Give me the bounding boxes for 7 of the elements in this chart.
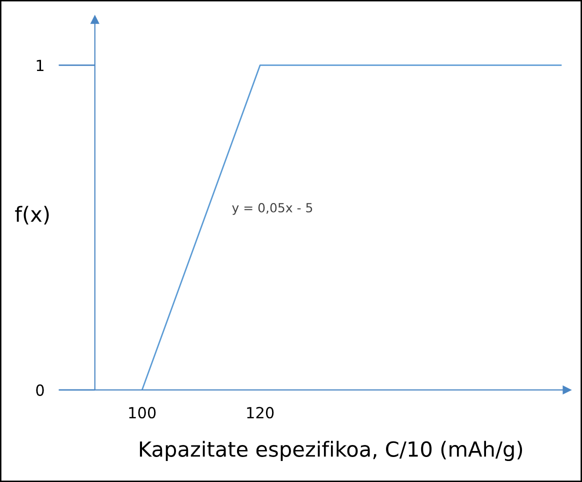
y-axis-title: f(x) <box>15 206 49 224</box>
x-tick-label: 120 <box>247 406 274 418</box>
y-tick-label: 0 <box>36 384 44 396</box>
x-axis-title: Kapazitate espezifikoa, C/10 (mAh/g) <box>140 440 522 461</box>
x-tick-label: 100 <box>129 406 156 418</box>
y-tick-label: 1 <box>36 60 44 72</box>
annotation: y = 0,05x - 5 <box>232 202 312 215</box>
